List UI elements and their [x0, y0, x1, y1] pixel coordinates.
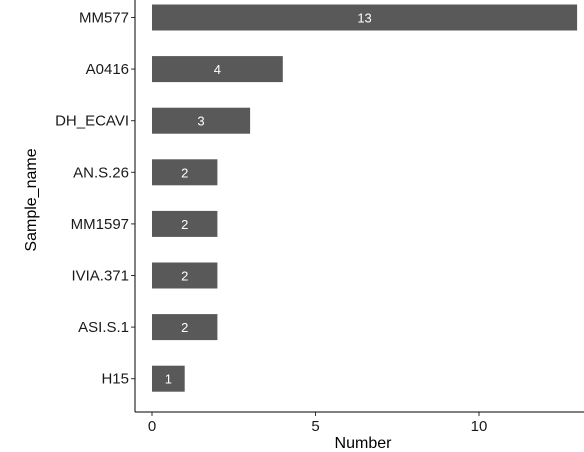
y-tick-labels: MM577 A0416 DH_ECAVI AN.S.26 MM1597 IVIA.371 A… — [55, 10, 135, 388]
x-tick-labels: 0 5 10 — [148, 412, 488, 435]
bars-group: 13 4 3 2 2 2 2 1 — [152, 4, 578, 392]
bar-an-s-26 — [152, 159, 218, 186]
bar-dh-ecavi — [152, 107, 251, 134]
bar-ivia-371 — [152, 262, 218, 289]
y-tick-label-asi-s-1: ASI.S.1 — [78, 319, 129, 336]
y-tick-label-mm577: MM577 — [79, 10, 129, 27]
y-tick-label-h15: H15 — [101, 371, 129, 388]
bar-value-label: 3 — [197, 114, 204, 129]
y-tick-label-a0416: A0416 — [86, 61, 129, 78]
bar-mm577 — [152, 4, 578, 31]
y-tick-label-ivia-371: IVIA.371 — [71, 268, 129, 285]
bar-value-label: 4 — [214, 62, 221, 77]
bar-value-label: 1 — [165, 372, 172, 387]
bar-value-label: 13 — [357, 11, 371, 26]
y-tick-label-an-s-26: AN.S.26 — [73, 164, 129, 181]
bar-value-label: 2 — [181, 269, 188, 284]
y-tick-label-mm1597: MM1597 — [71, 216, 129, 233]
y-tick-label-dh-ecavi: DH_ECAVI — [55, 113, 129, 130]
x-tick-label-0: 0 — [148, 418, 156, 435]
bar-mm1597 — [152, 210, 218, 237]
bar-asi-s-1 — [152, 314, 218, 341]
bar-h15 — [152, 365, 185, 392]
y-axis-title: Sample_name — [23, 148, 40, 251]
bar-value-label: 2 — [181, 165, 188, 180]
x-tick-label-5: 5 — [311, 418, 319, 435]
bar-value-label: 2 — [181, 320, 188, 335]
x-tick-label-10: 10 — [471, 418, 488, 435]
bar-value-label: 2 — [181, 217, 188, 232]
bar-a0416 — [152, 56, 283, 83]
x-axis-title: Number — [335, 435, 393, 452]
